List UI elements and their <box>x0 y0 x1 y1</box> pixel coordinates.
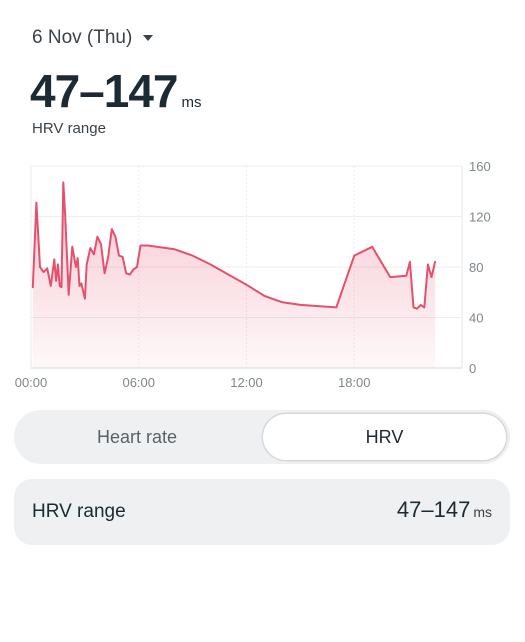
tab-hrv[interactable]: HRV <box>263 414 506 460</box>
date-label: 6 Nov (Thu) <box>32 27 133 48</box>
summary-unit: ms <box>181 94 202 111</box>
summary-value: 47–147 <box>30 65 178 117</box>
tab-heart-rate[interactable]: Heart rate <box>96 426 178 447</box>
date-selector[interactable]: 6 Nov (Thu) <box>32 27 154 49</box>
y-tick-label: 0 <box>469 361 476 376</box>
hrv-line <box>31 181 437 310</box>
x-tick-label: 06:00 <box>122 375 155 390</box>
y-tick-label: 80 <box>469 260 483 275</box>
range-card-value-group: 47–147 ms <box>397 497 492 523</box>
hrv-summary: 47–147 ms <box>30 64 202 118</box>
y-tick-label: 160 <box>469 159 491 174</box>
x-tick-label: 00:00 <box>15 375 48 390</box>
hrv-range-card: HRV range 47–147 ms <box>14 479 510 545</box>
hrv-chart-svg: 0 40 80 120 160 00:00 06:00 12:00 18:00 <box>15 159 491 390</box>
y-tick-label: 120 <box>469 210 491 225</box>
hrv-chart: 0 40 80 120 160 00:00 06:00 12:00 18:00 <box>0 150 525 400</box>
x-tick-label: 18:00 <box>338 375 371 390</box>
metric-segmented-control: Heart rate HRV <box>14 410 510 464</box>
chevron-down-icon <box>143 35 154 41</box>
y-tick-label: 40 <box>469 311 483 326</box>
x-tick-label: 12:00 <box>230 375 263 390</box>
range-card-unit: ms <box>473 504 492 520</box>
range-card-value: 47–147 <box>396 497 471 522</box>
summary-label: HRV range <box>32 120 106 137</box>
range-card-label: HRV range <box>32 501 126 522</box>
hrv-area <box>32 182 436 368</box>
